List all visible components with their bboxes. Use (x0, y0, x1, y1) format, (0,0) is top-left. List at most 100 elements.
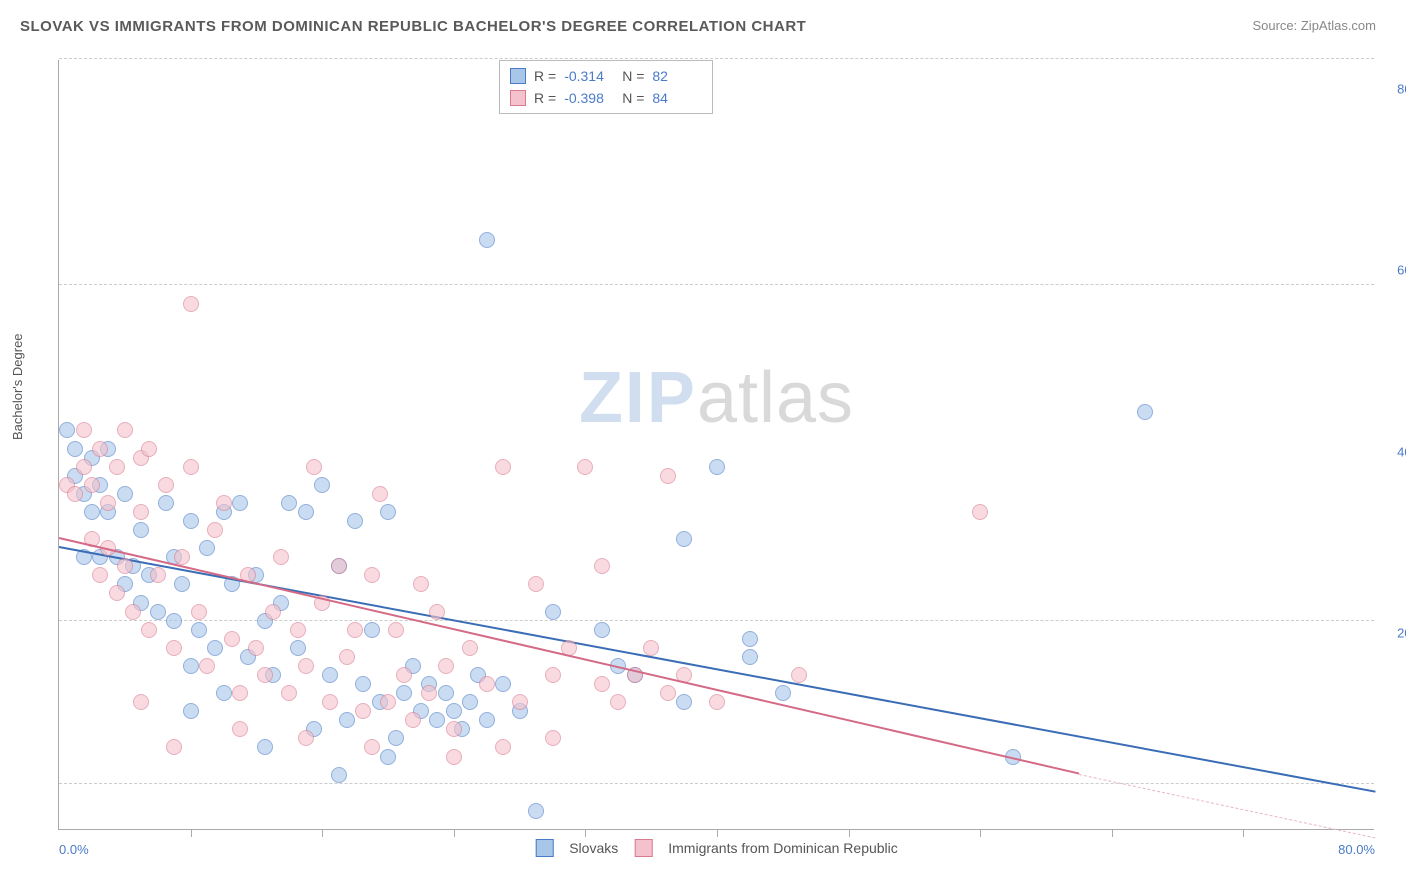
dominican-point (183, 459, 199, 475)
dominican-point (216, 495, 232, 511)
dominican-point (429, 604, 445, 620)
dominican-point (133, 694, 149, 710)
dominican-point (141, 441, 157, 457)
slovaks-point (158, 495, 174, 511)
dominican-point (257, 667, 273, 683)
x-tick (717, 829, 718, 837)
x-tick (980, 829, 981, 837)
dominican-point (76, 422, 92, 438)
dominican-point (512, 694, 528, 710)
n-value: 84 (652, 87, 702, 109)
dominican-point (199, 658, 215, 674)
slovaks-point (380, 504, 396, 520)
y-tick-label: 60.0% (1397, 263, 1406, 278)
y-tick-label: 20.0% (1397, 625, 1406, 640)
gridline (59, 783, 1374, 784)
dominican-point (528, 576, 544, 592)
dominican-point (84, 477, 100, 493)
dominican-point (117, 422, 133, 438)
dominican-point (158, 477, 174, 493)
dominican-point (298, 730, 314, 746)
y-axis-label: Bachelor's Degree (10, 333, 25, 440)
dominican-point (306, 459, 322, 475)
dominican-point (660, 468, 676, 484)
dominican-point (174, 549, 190, 565)
r-label: R = (534, 65, 556, 87)
dominican-point (545, 667, 561, 683)
n-value: 82 (652, 65, 702, 87)
slovaks-point (232, 495, 248, 511)
slovaks-point (84, 504, 100, 520)
dominican-point (331, 558, 347, 574)
legend-swatch (535, 839, 553, 857)
dominican-point (248, 640, 264, 656)
gridline (59, 284, 1374, 285)
slovaks-point (388, 730, 404, 746)
dominican-point (495, 459, 511, 475)
dominican-point (545, 730, 561, 746)
slovaks-point (59, 422, 75, 438)
slovaks-point (199, 540, 215, 556)
dominican-point (413, 576, 429, 592)
n-label: N = (622, 87, 644, 109)
slovaks-point (331, 767, 347, 783)
dominican-point (191, 604, 207, 620)
dominican-point (709, 694, 725, 710)
y-tick-label: 80.0% (1397, 82, 1406, 97)
slovaks-point (257, 739, 273, 755)
dominican-point (298, 658, 314, 674)
x-tick-label: 80.0% (1338, 842, 1375, 857)
dominican-point (133, 504, 149, 520)
x-tick (585, 829, 586, 837)
slovaks-point (528, 803, 544, 819)
dominican-point (150, 567, 166, 583)
slovaks-point (281, 495, 297, 511)
dominican-point (166, 640, 182, 656)
slovaks-point (462, 694, 478, 710)
slovaks-point (364, 622, 380, 638)
dominican-point (322, 694, 338, 710)
source-label: Source: (1252, 18, 1300, 33)
dominican-point (273, 549, 289, 565)
slovaks-point (742, 631, 758, 647)
slovaks-point (594, 622, 610, 638)
dominican-point (421, 685, 437, 701)
x-tick (1243, 829, 1244, 837)
legend-swatch (510, 68, 526, 84)
slovaks-point (314, 477, 330, 493)
dominican-point (495, 739, 511, 755)
dominican-point (224, 631, 240, 647)
x-tick (322, 829, 323, 837)
dominican-point (610, 694, 626, 710)
slovaks-point (174, 576, 190, 592)
x-tick-label: 0.0% (59, 842, 89, 857)
chart-title: SLOVAK VS IMMIGRANTS FROM DOMINICAN REPU… (20, 18, 806, 35)
dominican-point (67, 486, 83, 502)
dominican-point (125, 604, 141, 620)
slovaks-point (150, 604, 166, 620)
dominican-point (479, 676, 495, 692)
dominican-point (446, 721, 462, 737)
correlation-row: R =-0.314N =82 (510, 65, 702, 87)
slovaks-point (545, 604, 561, 620)
slovaks-point (133, 522, 149, 538)
dominican-point (643, 640, 659, 656)
dominican-point (281, 685, 297, 701)
dominican-point (92, 441, 108, 457)
legend-swatch (634, 839, 652, 857)
dominican-point (791, 667, 807, 683)
slovaks-point (479, 712, 495, 728)
dominican-point (380, 694, 396, 710)
dominican-point (183, 296, 199, 312)
dominican-point (372, 486, 388, 502)
dominican-point (594, 558, 610, 574)
source-attribution: Source: ZipAtlas.com (1252, 18, 1376, 33)
slovaks-point (429, 712, 445, 728)
r-label: R = (534, 87, 556, 109)
x-tick (454, 829, 455, 837)
legend-swatch (510, 90, 526, 106)
legend-label: Immigrants from Dominican Republic (668, 840, 898, 856)
dominican-point (972, 504, 988, 520)
slovaks-point (676, 694, 692, 710)
slovaks-point (380, 749, 396, 765)
